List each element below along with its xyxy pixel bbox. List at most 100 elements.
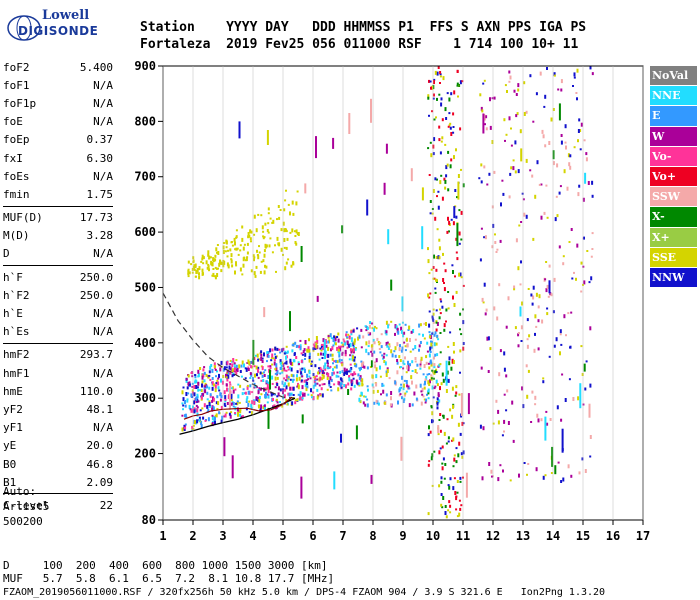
- echo-point: [310, 388, 312, 393]
- echo-point: [557, 461, 560, 464]
- echo-streak: [289, 311, 291, 332]
- echo-point: [569, 165, 572, 170]
- echo-point: [385, 330, 388, 334]
- echo-point: [289, 386, 292, 391]
- echo-point: [335, 374, 338, 378]
- echo-point: [444, 143, 447, 146]
- echo-point: [431, 385, 434, 390]
- echo-point: [427, 390, 429, 393]
- echo-point: [331, 372, 334, 377]
- echo-point: [342, 338, 345, 341]
- echo-point: [420, 356, 423, 361]
- x-tick-label: 1: [159, 529, 166, 543]
- echo-point: [348, 358, 351, 361]
- echo-point: [540, 215, 543, 220]
- echo-point: [446, 370, 449, 375]
- echo-point: [369, 332, 372, 336]
- echo-point: [432, 85, 435, 90]
- echo-point: [375, 399, 378, 403]
- echo-point: [344, 349, 347, 354]
- legend-item-w: W: [650, 126, 697, 146]
- echo-point: [230, 387, 233, 390]
- echo-point: [483, 165, 486, 169]
- param-row: hmE 110.0: [3, 382, 113, 400]
- echo-point: [341, 370, 344, 373]
- echo-point: [461, 421, 464, 426]
- echo-streak: [457, 181, 460, 200]
- echo-point: [191, 425, 194, 429]
- echo-point: [244, 259, 247, 262]
- echo-point: [433, 277, 436, 280]
- echo-point: [385, 370, 388, 374]
- echo-point: [217, 386, 220, 390]
- echo-point: [429, 359, 432, 363]
- echo-point: [438, 399, 441, 403]
- echo-point: [350, 373, 353, 376]
- echo-point: [349, 354, 352, 357]
- echo-point: [448, 124, 451, 127]
- legend-item-vo-: Vo+: [650, 166, 697, 187]
- echo-point: [276, 236, 279, 241]
- echo-point: [452, 126, 455, 128]
- echo-point: [430, 268, 433, 271]
- echo-point: [360, 392, 363, 397]
- echo-point: [358, 382, 361, 386]
- echo-point: [495, 251, 498, 253]
- echo-streak: [558, 103, 561, 121]
- echo-point: [181, 414, 184, 417]
- echo-point: [437, 338, 440, 341]
- echo-point: [428, 174, 431, 176]
- echo-point: [239, 370, 242, 373]
- echo-point: [438, 246, 441, 251]
- echo-point: [267, 207, 270, 211]
- echo-point: [322, 338, 325, 343]
- echo-point: [491, 245, 494, 249]
- echo-point: [382, 384, 385, 387]
- echo-point: [239, 413, 242, 417]
- echo-point: [453, 155, 455, 160]
- echo-point: [442, 378, 445, 383]
- echo-point: [276, 218, 278, 221]
- echo-point: [284, 362, 287, 365]
- echo-point: [438, 125, 441, 129]
- echo-point: [304, 358, 306, 360]
- echo-point: [405, 390, 408, 393]
- echo-point: [215, 401, 218, 405]
- echo-point: [424, 401, 427, 404]
- echo-point: [253, 382, 256, 385]
- echo-point: [228, 365, 231, 370]
- echo-point: [280, 228, 283, 232]
- param-value: 1.75: [86, 187, 114, 201]
- echo-point: [419, 323, 422, 327]
- echo-point: [270, 359, 273, 362]
- echo-point: [553, 344, 556, 348]
- echo-point: [196, 408, 199, 413]
- echo-point: [292, 394, 295, 396]
- echo-point: [277, 386, 280, 391]
- echo-point: [267, 212, 270, 215]
- echo-point: [427, 259, 430, 264]
- echo-point: [396, 327, 399, 330]
- echo-point: [429, 80, 432, 83]
- echo-point: [319, 368, 322, 372]
- echo-point: [377, 341, 380, 343]
- y-tick-label: 600: [134, 225, 156, 239]
- echo-point: [458, 441, 461, 446]
- echo-streak: [482, 113, 485, 134]
- echo-point: [273, 359, 276, 362]
- echo-point: [265, 391, 267, 396]
- echo-point: [235, 229, 238, 232]
- echo-point: [407, 364, 410, 369]
- echo-point: [462, 450, 465, 455]
- echo-point: [517, 88, 520, 92]
- echo-point: [402, 386, 405, 391]
- param-row: D N/A: [3, 245, 113, 263]
- echo-point: [367, 333, 370, 336]
- echo-point: [352, 355, 355, 360]
- echo-point: [285, 374, 288, 379]
- echo-point: [235, 235, 238, 239]
- echo-point: [373, 341, 376, 345]
- param-separator: [3, 493, 113, 495]
- echo-point: [402, 383, 405, 388]
- echo-point: [453, 350, 455, 354]
